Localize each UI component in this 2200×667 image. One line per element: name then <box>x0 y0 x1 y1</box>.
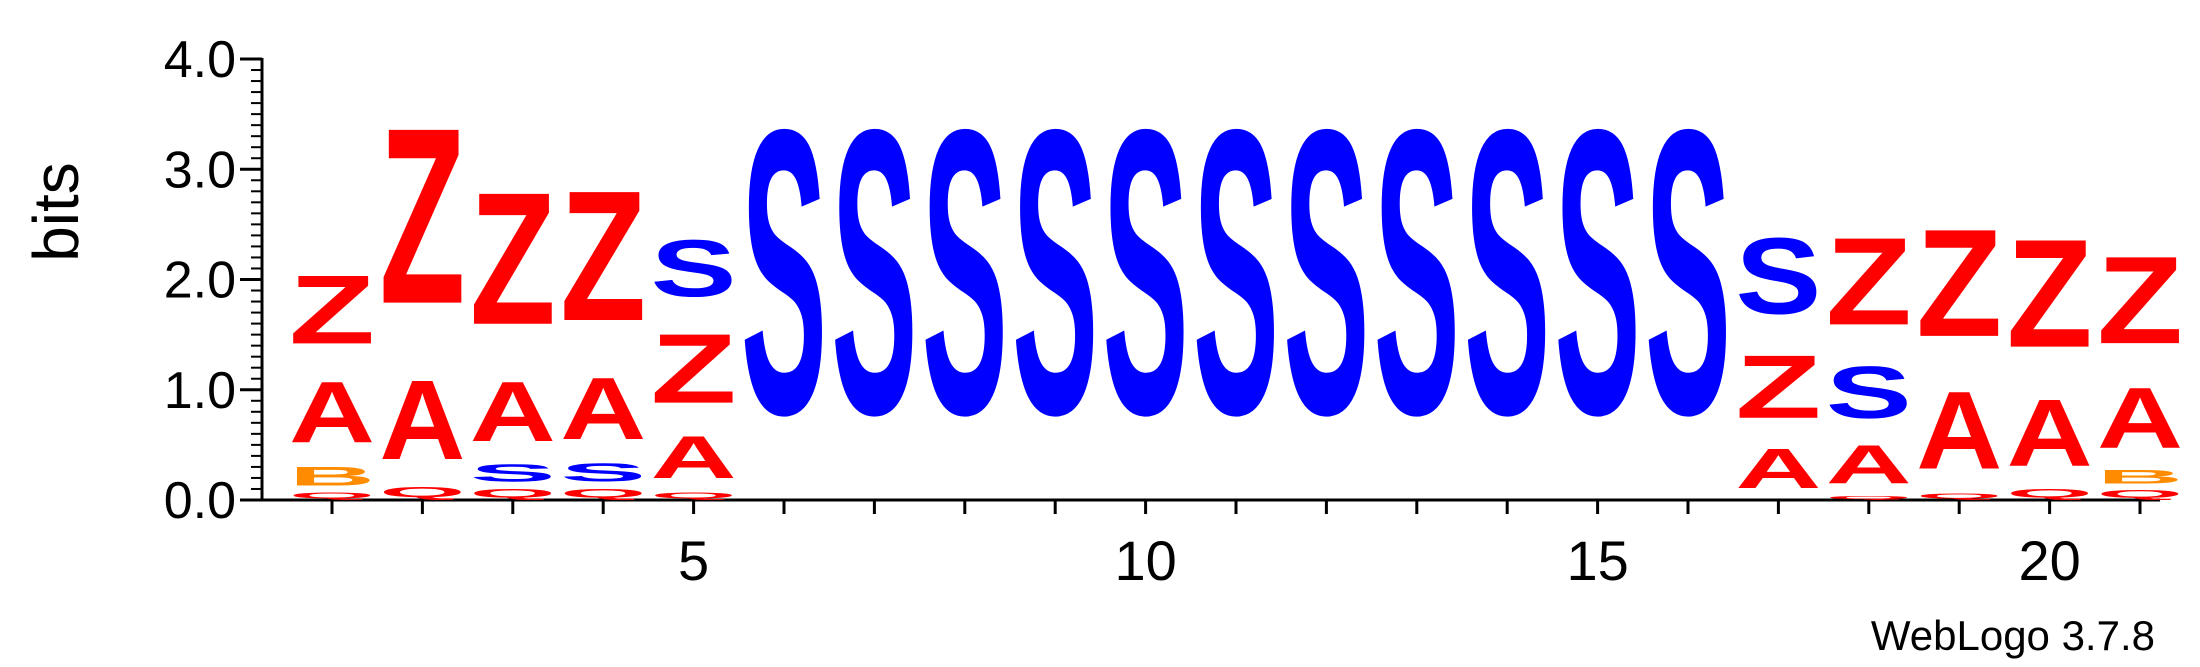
logo-letter-s: S <box>1735 216 1821 337</box>
logo-letter-z: Z <box>379 77 465 357</box>
logo-letter-s: S <box>831 45 917 499</box>
x-tick-label: 15 <box>1566 529 1628 592</box>
logo-letter-z: Z <box>1826 213 1912 352</box>
logo-letter-s: S <box>470 459 556 487</box>
x-tick-label: 5 <box>678 529 709 592</box>
logo-letter-a: A <box>560 360 646 458</box>
logo-letter-z: Z <box>2007 208 2093 380</box>
x-axis: 5 10 15 20 <box>262 498 2160 592</box>
logo-letter-s: S <box>1103 45 1189 499</box>
logo-letter-a: A <box>1826 433 1912 494</box>
logo-column: S <box>1645 45 1731 499</box>
weblogo-credit: WebLogo 3.7.8 <box>1871 612 2155 659</box>
logo-letter-s: S <box>651 223 737 313</box>
logo-letter-z: Z <box>560 152 646 359</box>
logo-letter-b: B <box>289 462 375 492</box>
logo-letter-z: Z <box>470 154 556 365</box>
logo-letter-s: S <box>1283 45 1369 499</box>
logo-letter-s: S <box>1645 45 1731 499</box>
logo-column: S <box>1193 45 1279 499</box>
logo-letter-s: S <box>1826 352 1912 434</box>
logo-letter-a: A <box>2097 370 2183 466</box>
logo-letter-z: Z <box>2097 232 2183 371</box>
logo-letter-s: S <box>741 45 827 499</box>
logo-column: S <box>1283 45 1369 499</box>
logo-letter-q: Q <box>289 491 375 500</box>
x-tick-label: 20 <box>2018 529 2080 592</box>
y-tick-label: 0.0 <box>164 472 236 530</box>
logo-letter-a: A <box>379 356 465 483</box>
logo-column: S <box>922 45 1008 499</box>
logo-letter-q: Q <box>1826 494 1912 500</box>
logo-letter-q: Q <box>2007 487 2093 500</box>
logo-column: QAZ <box>1916 198 2002 500</box>
logo-letter-a: A <box>2007 379 2093 486</box>
logo-letter-s: S <box>1464 45 1550 499</box>
logo-column: S <box>1012 45 1098 499</box>
logo-letter-a: A <box>289 365 375 462</box>
y-tick-label: 4.0 <box>164 31 236 89</box>
logo-column: S <box>1464 45 1550 499</box>
y-tick-label: 2.0 <box>164 252 236 310</box>
logo-column: S <box>831 45 917 499</box>
logo-letter-s: S <box>1555 45 1641 499</box>
logo-letter-z: Z <box>289 255 375 365</box>
logo-column: QAZ <box>379 77 465 500</box>
logo-letter-q: Q <box>651 491 737 500</box>
logo-column: QAZ <box>2007 208 2093 500</box>
logo-column: S <box>1103 45 1189 499</box>
logo-letter-q: Q <box>1916 492 2002 500</box>
logo-letter-q: Q <box>470 487 556 500</box>
logo-column: S <box>1374 45 1460 499</box>
y-tick-label: 1.0 <box>164 362 236 420</box>
logo-letter-a: A <box>651 425 737 492</box>
logo-column: AZS <box>1735 216 1821 500</box>
logo-letter-q: Q <box>379 483 465 500</box>
logo-letter-a: A <box>1735 437 1821 500</box>
logo-letter-z: Z <box>651 313 737 424</box>
logo-letter-b: B <box>2097 466 2183 488</box>
logo-letter-a: A <box>470 364 556 459</box>
logo-letter-q: Q <box>2097 488 2183 500</box>
logo-letter-s: S <box>1374 45 1460 499</box>
logo-letter-s: S <box>1012 45 1098 499</box>
logo-letter-s: S <box>922 45 1008 499</box>
logo-letter-s: S <box>1193 45 1279 499</box>
logo-letter-z: Z <box>1916 198 2002 369</box>
logo-letter-q: Q <box>560 487 646 500</box>
logo-letter-z: Z <box>1735 337 1821 438</box>
logo-letter-a: A <box>1916 369 2002 492</box>
x-tick-label: 10 <box>1114 529 1176 592</box>
logo-letter-s: S <box>560 458 646 487</box>
y-axis: 0.0 1.0 2.0 3.0 4.0 <box>164 31 264 530</box>
y-tick-label: 3.0 <box>164 141 236 199</box>
logo-column: S <box>1555 45 1641 499</box>
logo-column: S <box>741 45 827 499</box>
y-axis-label: bits <box>20 162 92 262</box>
